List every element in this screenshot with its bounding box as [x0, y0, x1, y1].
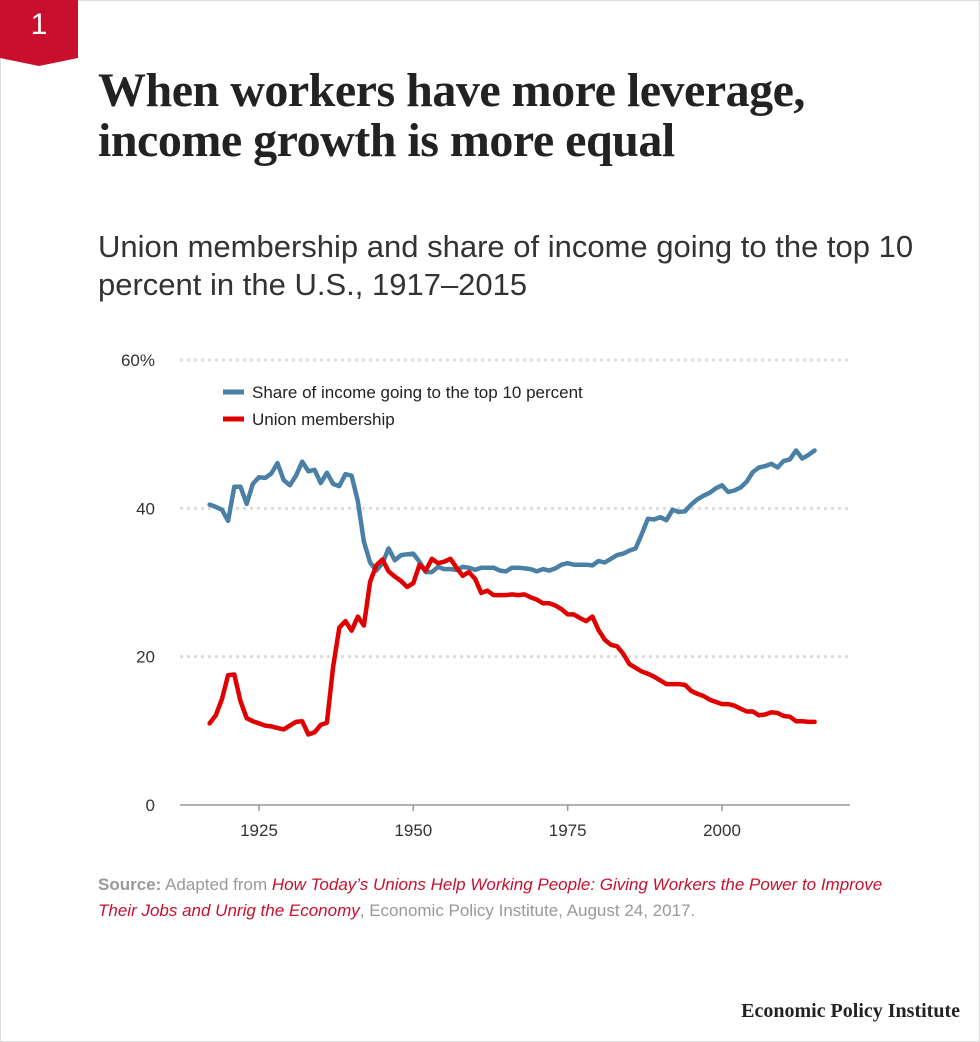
x-tick-label: 1975: [549, 821, 587, 840]
series-line-union-membership: [207, 556, 817, 737]
source-pre: Adapted from: [161, 875, 272, 894]
epi-logo: Economic Policy Institute: [741, 1000, 960, 1022]
chart-subtitle: Union membership and share of income goi…: [98, 229, 914, 302]
source-label: Source:: [98, 875, 162, 894]
y-tick-label: 60%: [121, 351, 155, 370]
source-post: , Economic Policy Institute, August 24, …: [359, 901, 696, 920]
legend-label: Union membership: [252, 410, 395, 429]
x-tick-label: 1925: [240, 821, 278, 840]
source-work-link[interactable]: How Today’s Unions Help Working People: …: [98, 875, 883, 920]
y-tick-label: 0: [146, 796, 155, 815]
source-note: Source: Adapted from How Today’s Unions …: [98, 872, 888, 924]
x-tick-label: 1950: [394, 821, 432, 840]
chart-title: When workers have more leverage, income …: [98, 64, 805, 167]
figure-number-badge: 1: [0, 0, 78, 66]
line-chart: 0 20 40 60% 1925 1950 1975 2000 Share of income …: [121, 351, 850, 840]
badge-shape: [0, 0, 78, 66]
y-tick-label: 20: [136, 648, 155, 667]
x-tick-label: 2000: [703, 821, 741, 840]
y-tick-label: 40: [136, 499, 155, 518]
legend-label: Share of income going to the top 10 perc…: [252, 383, 583, 402]
series-line-top10-income-share: [207, 448, 817, 575]
figure-number: 1: [30, 8, 48, 41]
